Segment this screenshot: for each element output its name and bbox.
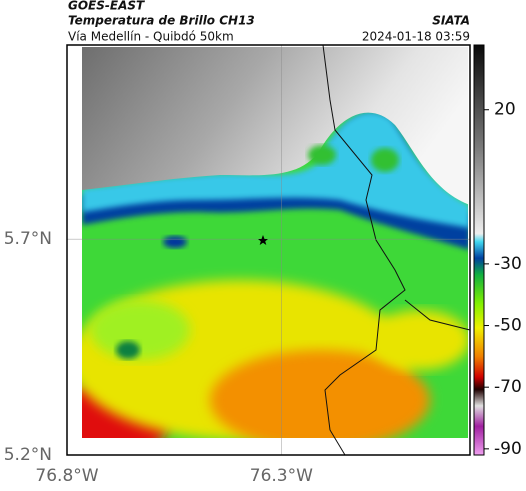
border — [322, 44, 471, 456]
colorbar — [473, 44, 485, 456]
colorbar-tick-label: -90 — [494, 439, 522, 459]
y-tick-label: 5.2°N — [4, 445, 52, 465]
location-star — [258, 235, 268, 245]
x-tick-label: 76.3°W — [250, 466, 313, 486]
source: SIATA — [432, 14, 470, 28]
x-tick-label: 76.8°W — [35, 466, 98, 486]
y-tick-label: 5.7°N — [4, 229, 52, 249]
imagery — [82, 47, 468, 438]
ticks: 76.8°W 76.3°W 5.2°N 5.7°N 20 -30 -50 -70 -90 — [4, 100, 522, 486]
place: Vía Medellín - Quibdó 50km — [68, 30, 234, 44]
map-frame — [66, 44, 471, 456]
colorbar-tick-label: -30 — [494, 254, 522, 274]
subtitle: Temperatura de Brillo CH13 — [68, 14, 255, 28]
colorbar-tick-label: 20 — [494, 100, 516, 120]
colorbar-tick-label: -70 — [494, 377, 522, 397]
title: GOES-EAST — [68, 0, 145, 13]
datetime: 2024-01-18 03:59 — [362, 30, 470, 44]
colorbar-tick-label: -50 — [494, 316, 522, 336]
